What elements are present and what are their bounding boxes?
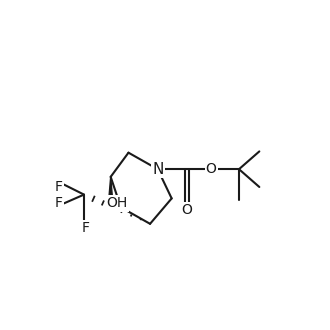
Text: O: O xyxy=(206,162,216,176)
Text: F: F xyxy=(81,221,89,235)
Text: F: F xyxy=(54,196,63,211)
Text: N: N xyxy=(152,162,163,177)
Polygon shape xyxy=(108,177,114,210)
Text: O: O xyxy=(182,203,192,217)
Text: F: F xyxy=(54,180,63,194)
Text: OH: OH xyxy=(106,196,128,211)
